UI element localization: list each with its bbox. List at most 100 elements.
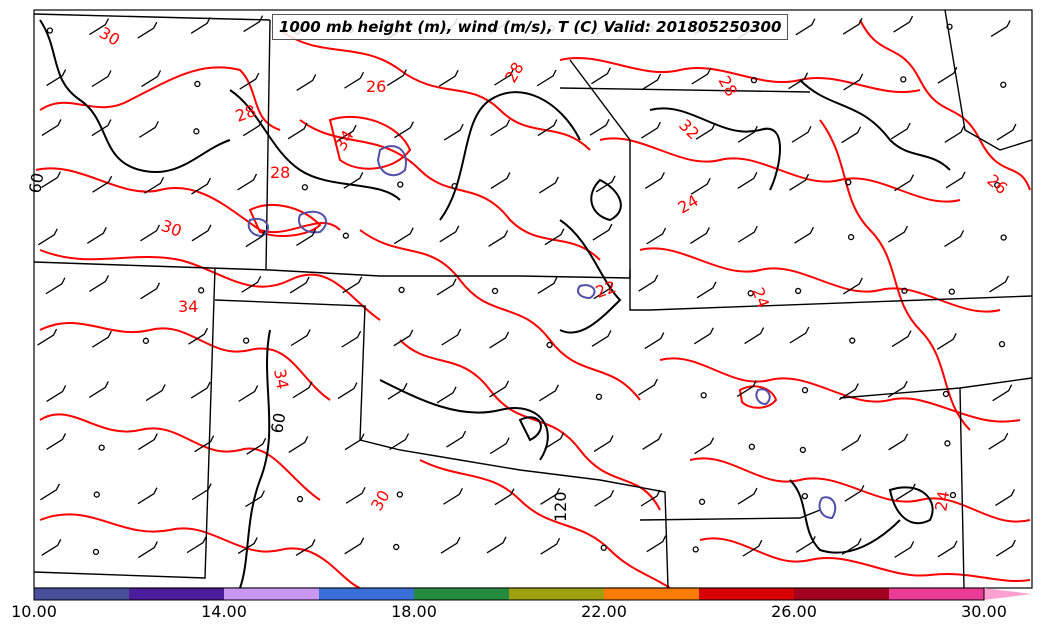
wind-barb [41, 119, 62, 136]
wind-barb [394, 121, 414, 139]
wind-barb [789, 173, 810, 191]
height-label: 120 [551, 491, 570, 522]
calm-wind-marker [396, 491, 403, 498]
temp-label: 34 [270, 367, 292, 390]
wind-barb [691, 67, 712, 85]
wind-barb [296, 229, 317, 246]
wind-barb [295, 539, 316, 556]
wind-barb [936, 332, 957, 350]
wind-barb [343, 172, 364, 189]
wind-barb [538, 176, 559, 194]
calm-wind-marker [847, 233, 855, 241]
wind-barb [888, 225, 908, 243]
wind-barb [290, 329, 311, 347]
colorbar-tick-label: 10.00 [11, 602, 57, 621]
wind-barb [393, 329, 414, 347]
wind-barb [794, 226, 815, 244]
wind-barb [186, 536, 207, 554]
calm-wind-marker [692, 546, 699, 553]
colorbar-swatch [699, 588, 794, 600]
wind-barb [595, 175, 616, 193]
wind-barb [86, 227, 107, 244]
wind-barb [91, 70, 112, 88]
wind-barb [696, 281, 717, 299]
calm-wind-marker [794, 287, 802, 295]
calm-wind-marker [197, 287, 205, 294]
wind-barb [494, 68, 514, 86]
wind-barb [89, 275, 110, 292]
calm-wind-marker [398, 286, 405, 294]
calm-wind-marker [451, 182, 458, 190]
wind-barb [642, 433, 663, 450]
calm-wind-marker [1000, 234, 1007, 241]
wind-barb [41, 538, 62, 556]
wind-barb [91, 330, 112, 348]
wind-barb [439, 225, 460, 243]
colorbar-tick-label: 26.00 [771, 602, 817, 621]
calm-wind-marker [342, 232, 350, 239]
state-borders [33, 9, 1033, 589]
wind-barb [641, 73, 662, 91]
wind-barb [246, 437, 267, 455]
wind-barb [795, 536, 816, 553]
temp-label: 24 [931, 489, 953, 512]
wind-barb [137, 21, 158, 39]
colorbar-tick-label: 14.00 [201, 602, 247, 621]
wind-barb [190, 381, 211, 399]
wind-barb [344, 433, 365, 451]
wind-barb [841, 434, 862, 452]
wind-barb [490, 172, 511, 190]
wind-barb [644, 332, 665, 350]
wind-barb [842, 277, 863, 295]
wind-barb [190, 16, 211, 34]
wind-barb [441, 328, 462, 346]
calm-wind-marker [595, 393, 603, 400]
wind-barb [742, 539, 763, 557]
wind-barb [891, 330, 912, 348]
temp-label: 28 [270, 163, 290, 182]
wind-barb [245, 490, 265, 508]
wind-barb [387, 382, 408, 400]
wind-barb [140, 282, 161, 300]
wind-barb [791, 125, 812, 143]
wind-barb [45, 277, 66, 295]
wind-barb [537, 119, 558, 137]
wind-barb [292, 381, 313, 399]
calm-wind-marker [946, 23, 953, 30]
wind-barb [944, 126, 965, 143]
wind-barb [337, 382, 358, 400]
wind-barb [287, 122, 308, 140]
wind-barb [536, 69, 557, 87]
calm-wind-marker [491, 287, 499, 295]
wind-barb [46, 69, 67, 87]
calm-wind-marker [944, 440, 951, 447]
wind-barb [489, 437, 510, 455]
colorbar-outline [33, 587, 985, 601]
temperature-contours [35, 19, 1031, 589]
wind-barb [540, 487, 561, 505]
wind-barb [641, 121, 661, 139]
wind-barb [838, 383, 859, 401]
calm-wind-marker [901, 287, 908, 294]
wind-barb [888, 433, 909, 451]
wind-barbs [37, 15, 1017, 559]
colorbar-swatch [224, 588, 319, 600]
wind-barb [191, 224, 212, 242]
wind-barb [694, 437, 715, 455]
wind-barb [137, 433, 158, 451]
wind-barb [241, 275, 262, 293]
wind-barb [191, 483, 212, 501]
wind-barb [937, 66, 958, 84]
wind-barb [188, 327, 209, 345]
calm-wind-marker [393, 543, 400, 551]
colorbar-swatch [889, 588, 984, 600]
colorbar-swatch [509, 588, 604, 600]
wind-barb [890, 122, 911, 140]
wind-barb [789, 326, 810, 344]
wind-barb [341, 330, 362, 348]
wind-barb [539, 384, 559, 402]
wind-barb [88, 381, 109, 398]
wind-barb [443, 487, 463, 505]
wind-barb [140, 224, 161, 242]
